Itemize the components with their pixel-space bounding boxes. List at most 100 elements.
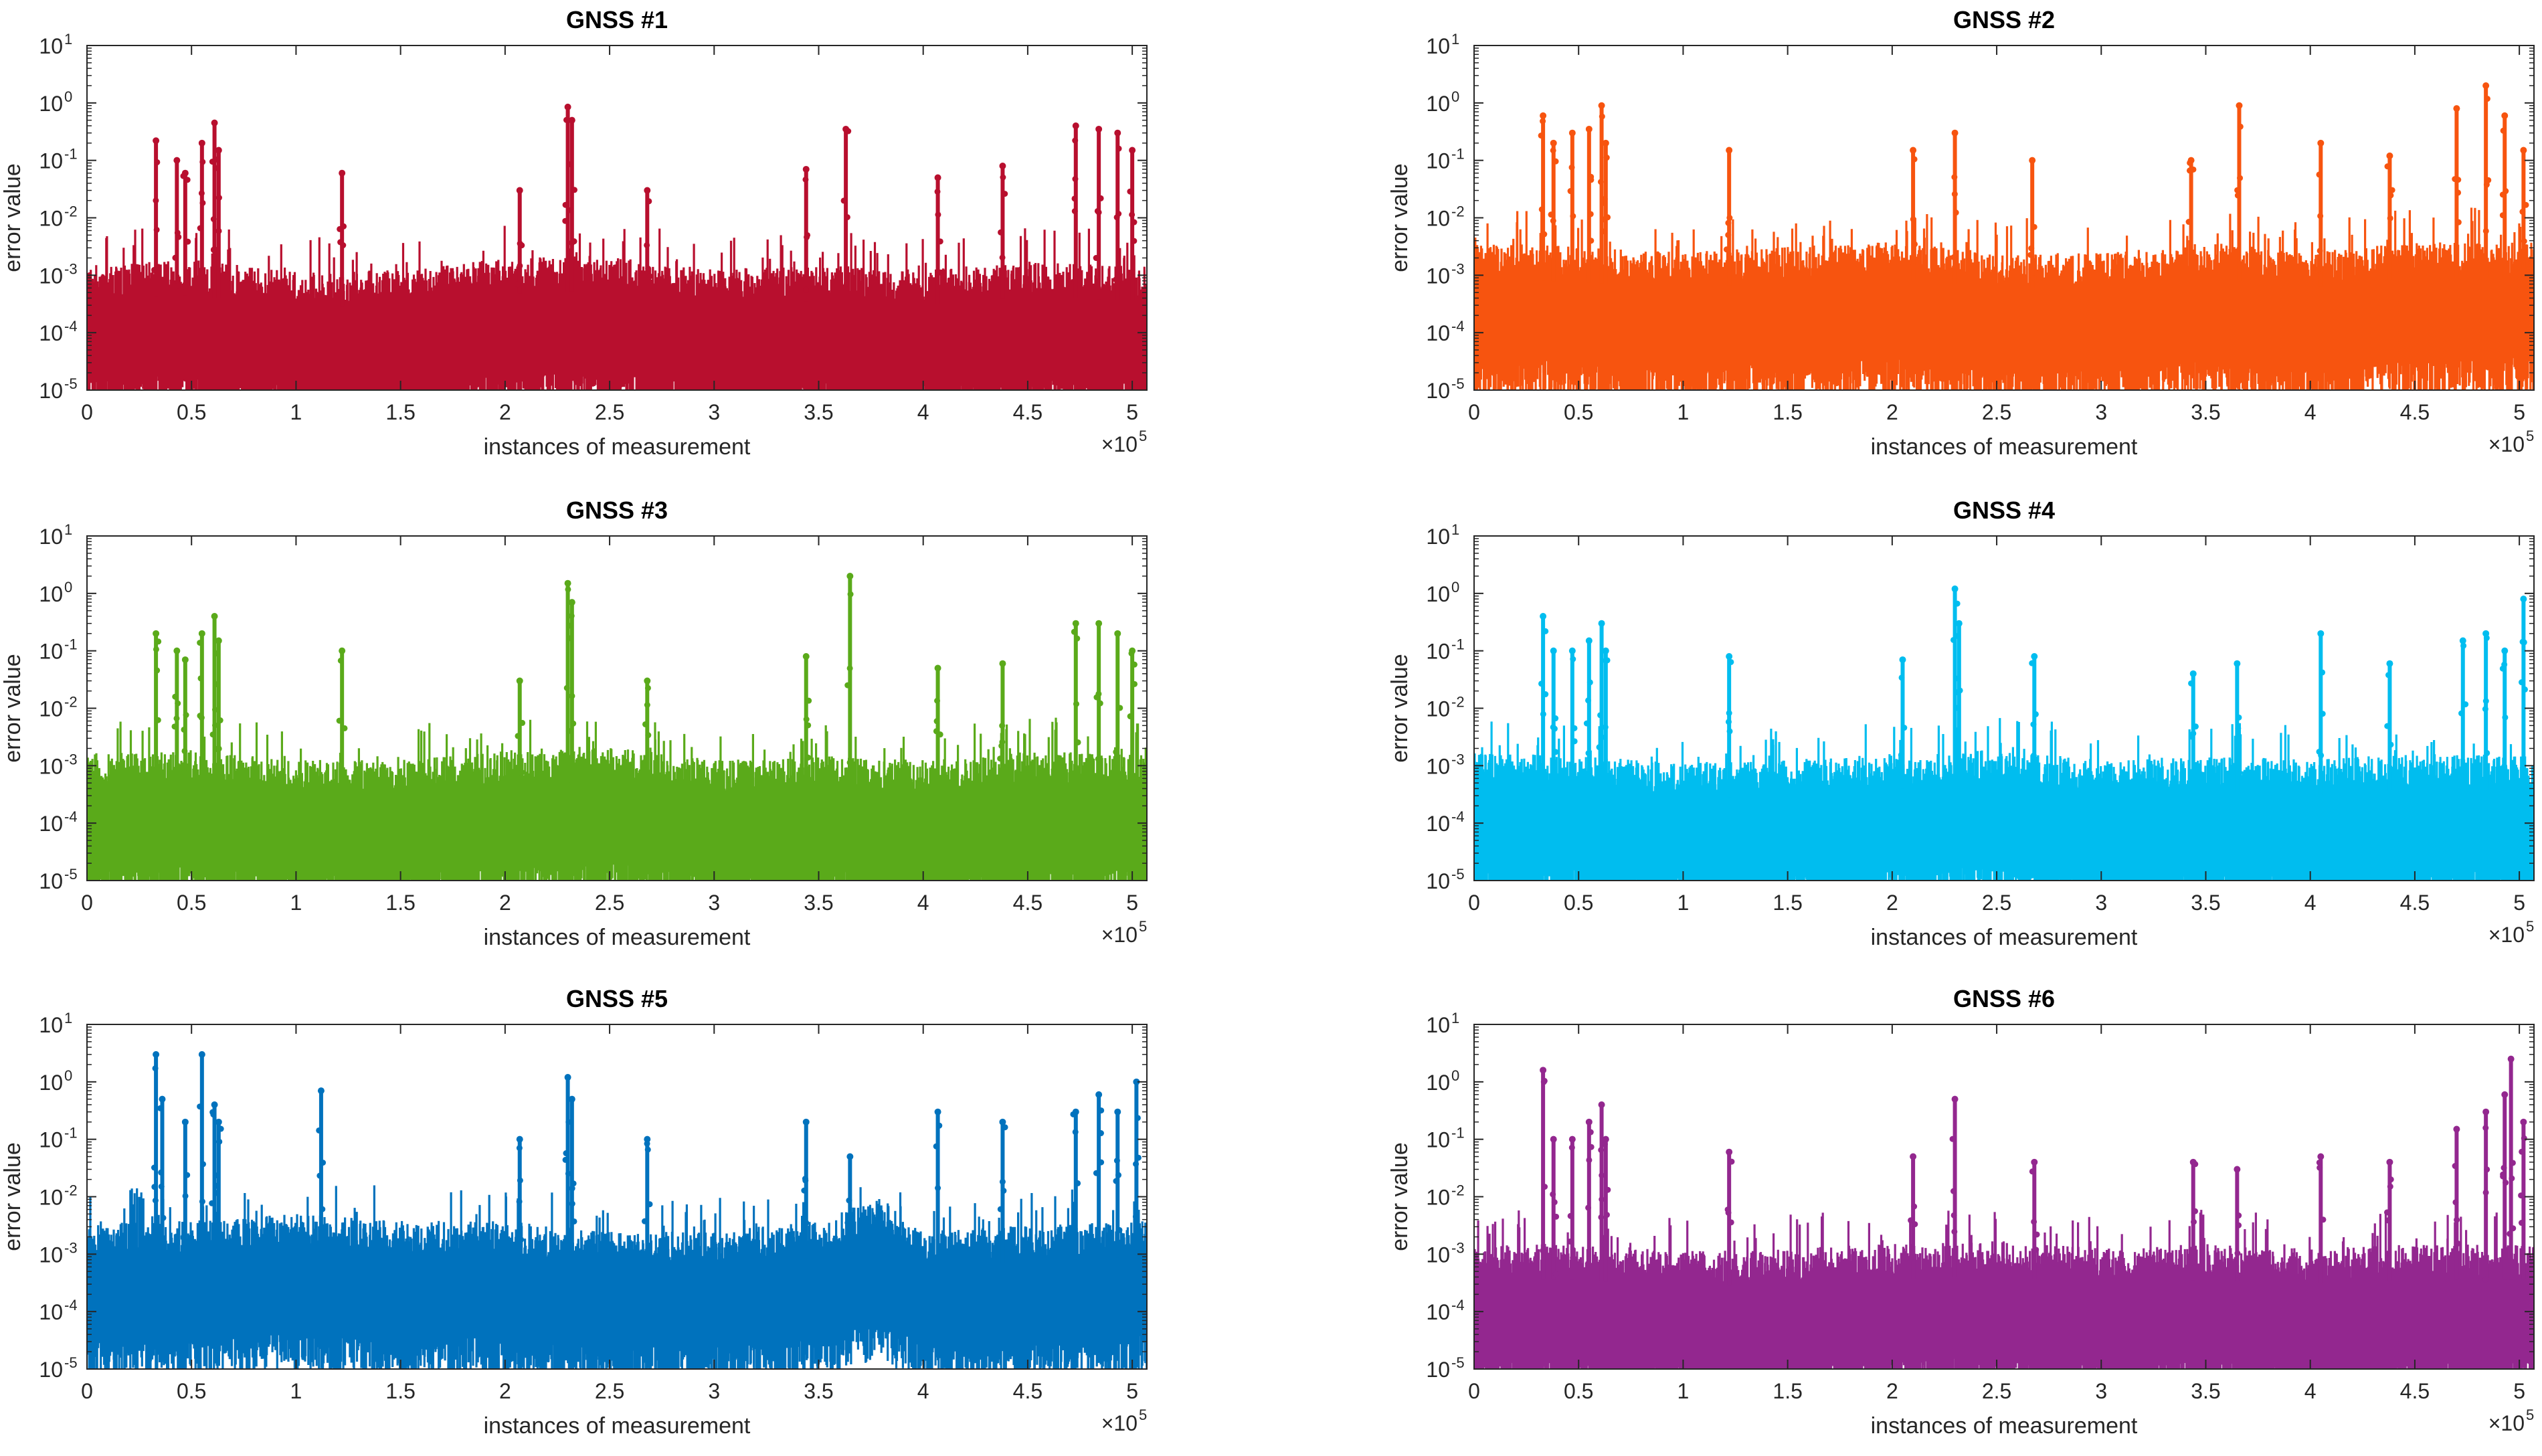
y-tick-label: 10 [39, 1013, 63, 1037]
y-tick-label: 10 [1426, 812, 1450, 836]
spike-17 [2499, 112, 2509, 278]
x-tick-label: 4 [2304, 1379, 2317, 1403]
chart-title: GNSS #3 [566, 496, 668, 524]
spike-13 [840, 125, 852, 302]
chart-panel-6: 10 -510 -410 -310 -210 -110 010 10 0.5 1 1.5 2 2.5 3 3… [1387, 985, 2535, 1439]
spike-4 [1583, 637, 1593, 792]
chart-title: GNSS #6 [1953, 985, 2055, 1012]
spike-1 [1538, 612, 1549, 791]
spike-8 [516, 1135, 525, 1259]
y-tick-label: 10 [1426, 264, 1450, 288]
spike-15 [998, 162, 1008, 299]
x-axis-label: instances of measurement [484, 434, 751, 460]
spike-11 [2185, 157, 2197, 280]
y-tick-label: 10 [39, 264, 63, 288]
spike-1 [1538, 112, 1548, 281]
spike-2 [1548, 139, 1559, 282]
data-cloud [1474, 585, 2534, 881]
x-multiplier: ×10 [1101, 1411, 1138, 1435]
x-axis: 0 0.5 1 1.5 2 2.5 3 3.5 4 4.5 5 [81, 46, 1138, 424]
x-tick-label: 4.5 [1013, 400, 1042, 424]
spike-8 [514, 677, 526, 786]
x-tick-label: 4 [917, 891, 929, 915]
y-tick-exponent: -5 [1451, 866, 1465, 883]
y-axis-label: error value [0, 1142, 25, 1251]
y-tick-label: 10 [39, 525, 63, 549]
spike-3 [1568, 647, 1578, 792]
spike-19 [1132, 1078, 1142, 1257]
y-tick-exponent: -3 [1451, 751, 1465, 767]
y-tick-label: 10 [1426, 1013, 1450, 1037]
x-tick-label: 0.5 [177, 400, 206, 424]
spike-1 [1540, 1067, 1548, 1280]
x-axis-label: instances of measurement [484, 1413, 751, 1439]
spike-1 [151, 1051, 160, 1257]
data-strokes [1474, 207, 2534, 390]
x-tick-label: 4 [2304, 400, 2317, 424]
y-tick-exponent: -5 [1451, 1354, 1465, 1371]
spike-10 [567, 116, 578, 292]
y-tick-exponent: -4 [64, 1297, 78, 1313]
chart-panel-3: 10 -510 -410 -310 -210 -110 010 10 0.5 1 1.5 2 2.5 3 3… [0, 496, 1148, 950]
x-tick-label: 5 [1126, 400, 1138, 424]
x-multiplier: ×10 [2488, 923, 2525, 947]
spike-7 [1723, 147, 1733, 286]
spike-7 [336, 647, 348, 796]
y-tick-label: 10 [39, 754, 63, 778]
y-tick-label: 10 [39, 1128, 63, 1152]
x-tick-label: 2.5 [595, 400, 624, 424]
x-tick-label: 2 [499, 400, 511, 424]
x-tick-label: 1.5 [1773, 891, 1802, 915]
spike-12 [802, 165, 811, 302]
y-tick-exponent: -3 [1451, 1239, 1465, 1256]
chart-panel-5: 10 -510 -410 -310 -210 -110 010 10 0.5 1 1.5 2 2.5 3 3… [0, 985, 1148, 1439]
spike-16 [2482, 1108, 2490, 1283]
x-tick-label: 1 [290, 891, 302, 915]
spike-5 [1596, 620, 1607, 793]
x-tick-label: 4 [2304, 891, 2317, 915]
spike-4 [1585, 125, 1595, 283]
spike-11 [641, 1135, 653, 1267]
spike-5 [209, 119, 218, 298]
x-tick-label: 5 [2513, 891, 2525, 915]
y-tick-label: 10 [1426, 1300, 1450, 1324]
x-multiplier-exponent: 5 [1139, 1406, 1147, 1423]
y-tick-label: 10 [1426, 525, 1450, 549]
y-tick-exponent: -4 [64, 808, 78, 825]
x-tick-label: 2.5 [1982, 891, 2011, 915]
y-tick-exponent: 1 [1451, 31, 1459, 48]
y-tick-label: 10 [1426, 207, 1450, 231]
x-tick-label: 5 [2513, 1379, 2525, 1403]
spike-1 [151, 137, 161, 297]
spike-18 [2499, 647, 2509, 791]
chart-panel-4: 10 -510 -410 -310 -210 -110 010 10 0.5 1 1.5 2 2.5 3 3… [1387, 496, 2535, 950]
x-multiplier: ×10 [1101, 432, 1138, 456]
y-tick-label: 10 [39, 1358, 63, 1382]
spike-6 [1601, 139, 1611, 284]
spike-2 [1550, 647, 1559, 791]
y-tick-label: 10 [1426, 149, 1450, 173]
x-tick-label: 1.5 [385, 400, 415, 424]
data-cloud [87, 1051, 1147, 1369]
y-tick-exponent: -1 [1451, 1125, 1465, 1142]
spike-2 [157, 1095, 167, 1257]
y-tick-label: 10 [1426, 582, 1450, 606]
y-tick-exponent: -3 [1451, 260, 1465, 277]
chart-panel-1: 10 -510 -410 -310 -210 -110 010 10 0.5 1 1.5 2 2.5 3 3… [0, 6, 1148, 460]
spike-3 [181, 656, 189, 786]
x-tick-label: 2.5 [595, 1379, 624, 1403]
x-tick-label: 4 [917, 1379, 929, 1403]
y-tick-exponent: 0 [64, 579, 72, 596]
y-tick-exponent: 1 [64, 1010, 72, 1026]
x-tick-label: 0.5 [1564, 1379, 1593, 1403]
x-multiplier: ×10 [1101, 923, 1138, 947]
y-tick-exponent: 0 [1451, 1067, 1459, 1084]
y-tick-label: 10 [1426, 321, 1450, 345]
spike-16 [1070, 1108, 1081, 1260]
x-tick-label: 4 [917, 400, 929, 424]
x-tick-label: 2 [499, 1379, 511, 1403]
data-cloud [1474, 1055, 2534, 1369]
spike-12 [2234, 1166, 2242, 1281]
spike-2 [1550, 1135, 1560, 1280]
